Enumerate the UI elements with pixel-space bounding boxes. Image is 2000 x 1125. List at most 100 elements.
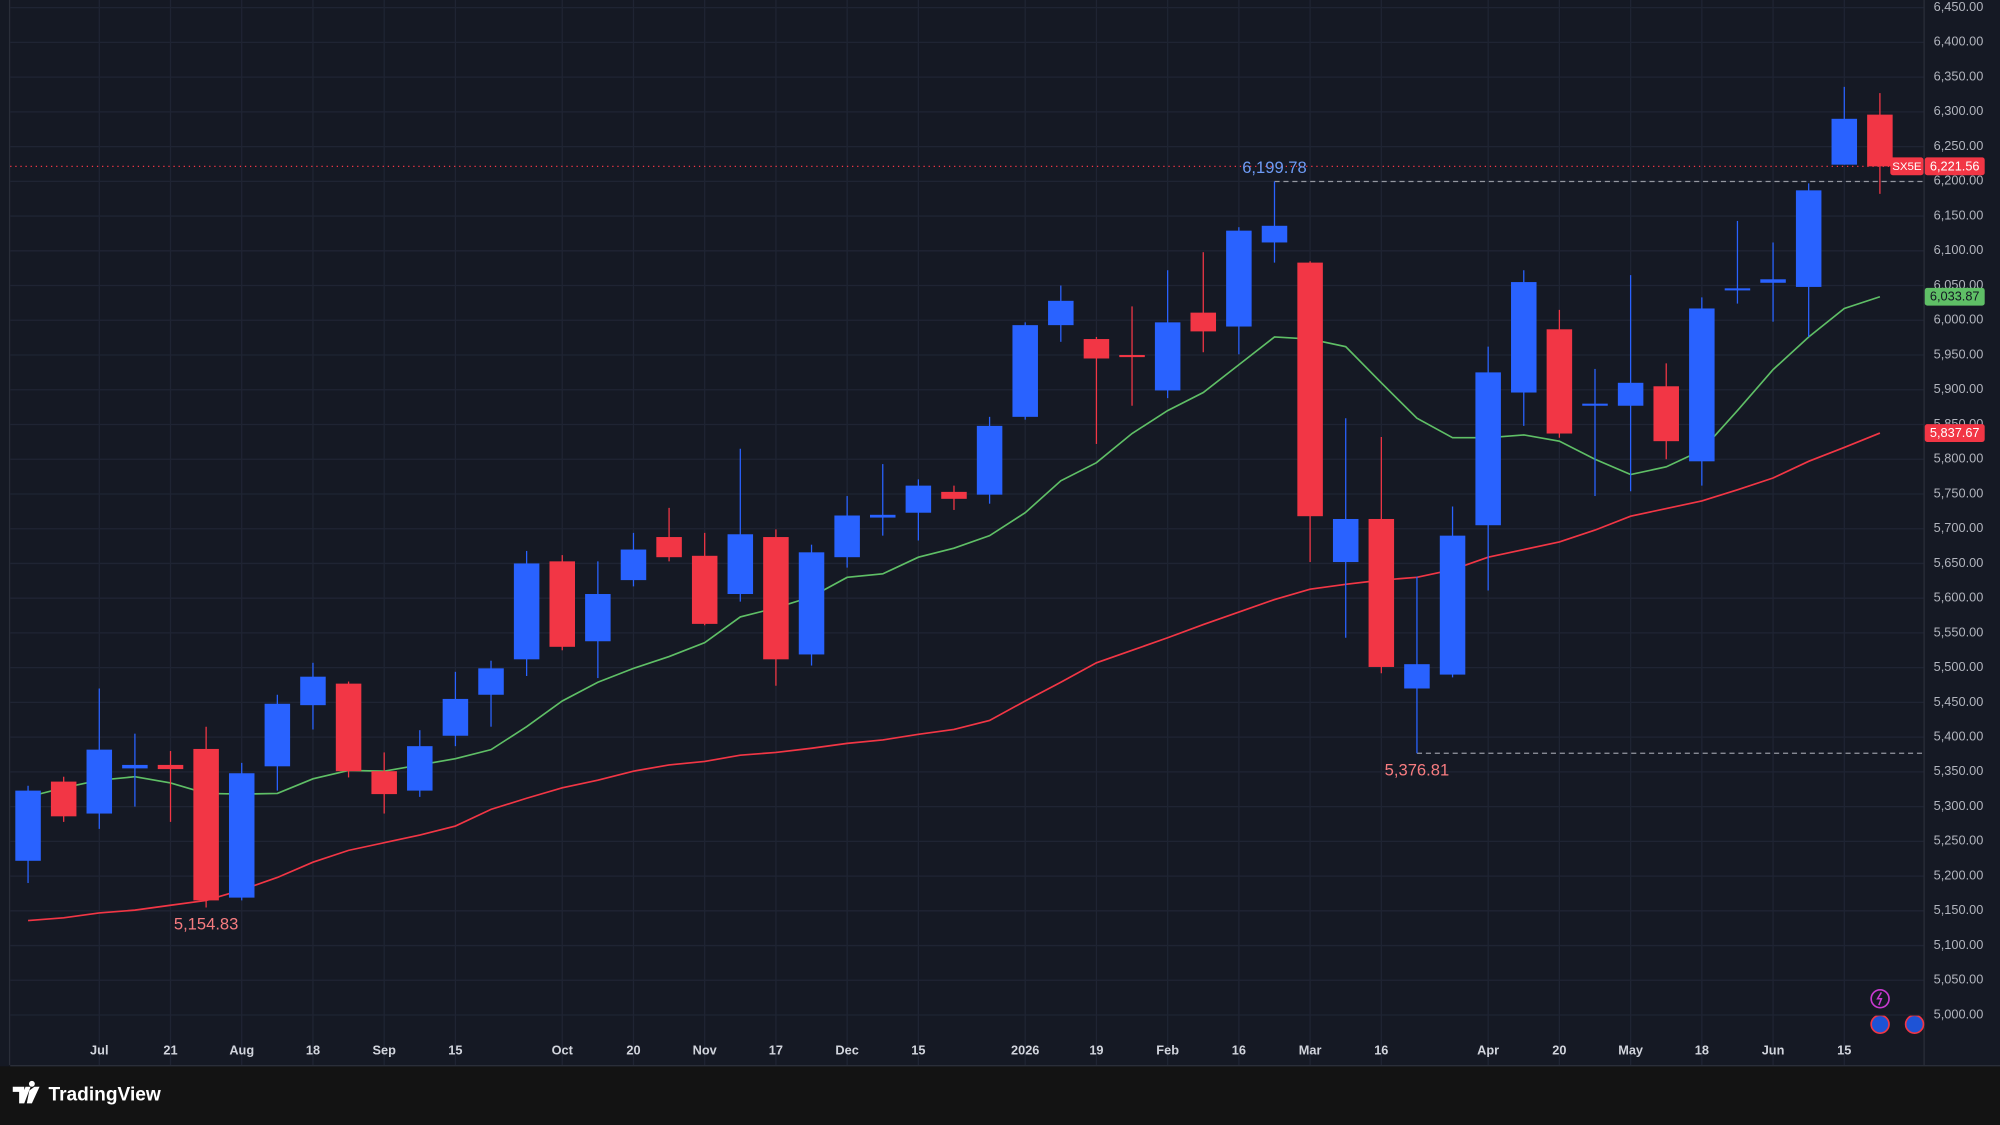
- price-tag: [1924, 287, 1985, 306]
- candle-body: [585, 594, 611, 642]
- candle-body: [620, 549, 647, 581]
- candle-body: [1083, 339, 1110, 359]
- y-tick-label: 6,300.00: [1934, 103, 1984, 118]
- candle-body: [1760, 279, 1786, 283]
- candle-body: [1048, 300, 1074, 326]
- symbol-label: SX5E: [1892, 161, 1922, 173]
- candle-body: [976, 425, 1003, 495]
- y-tick-label: 5,700.00: [1934, 520, 1984, 535]
- y-tick-label: 5,400.00: [1934, 729, 1984, 744]
- x-tick-label: Oct: [552, 1042, 574, 1057]
- grid: [10, 0, 1924, 1066]
- y-tick-label: 6,250.00: [1934, 138, 1984, 153]
- ma-line: [27, 432, 1881, 922]
- candle-body: [1012, 325, 1038, 417]
- x-tick-label: 2026: [1011, 1042, 1039, 1057]
- y-tick-label: 5,000.00: [1934, 1006, 1984, 1021]
- candle-body: [1368, 518, 1395, 667]
- x-tick-label: 21: [163, 1042, 177, 1057]
- price-tag-label: 6,221.56: [1930, 158, 1980, 173]
- candle-body: [1867, 114, 1893, 167]
- candle-body: [15, 790, 41, 861]
- price-tag: [1924, 424, 1985, 442]
- x-tick-label: Jul: [90, 1042, 108, 1057]
- price-tag-label: 5,837.67: [1930, 425, 1980, 440]
- x-tick-label: Mar: [1299, 1042, 1322, 1057]
- x-tick-label: 17: [769, 1042, 783, 1057]
- candle-body: [1653, 386, 1679, 442]
- candle-body: [1404, 664, 1430, 689]
- candle-body: [656, 537, 682, 558]
- candle-body: [1582, 403, 1608, 406]
- candle-body: [264, 703, 291, 767]
- x-tick-label: 15: [448, 1042, 462, 1057]
- x-tick-label: Aug: [229, 1042, 254, 1057]
- footer-bar: [0, 1066, 2000, 1125]
- candle-body: [1154, 322, 1181, 391]
- y-tick-label: 5,350.00: [1934, 763, 1984, 778]
- candle-body: [1226, 230, 1252, 327]
- candle-body: [941, 491, 967, 499]
- y-tick-label: 5,800.00: [1934, 451, 1984, 466]
- y-tick-label: 5,500.00: [1934, 659, 1984, 674]
- y-tick-label: 6,100.00: [1934, 242, 1984, 257]
- candle-body: [1297, 262, 1323, 517]
- candle-body: [1689, 308, 1715, 462]
- candle-body: [300, 676, 326, 706]
- y-tick-label: 5,050.00: [1934, 972, 1984, 987]
- candle-body: [193, 748, 219, 901]
- x-tick-label: Jun: [1762, 1042, 1785, 1057]
- candle-body: [1332, 518, 1359, 563]
- candle-body: [1831, 118, 1858, 165]
- x-tick-label: Sep: [372, 1042, 396, 1057]
- x-tick-label: 16: [1374, 1042, 1388, 1057]
- x-tick-label: Feb: [1156, 1042, 1179, 1057]
- y-tick-label: 5,250.00: [1934, 833, 1984, 848]
- y-tick-label: 5,450.00: [1934, 694, 1984, 709]
- candle-body: [834, 515, 860, 558]
- y-tick-label: 5,650.00: [1934, 555, 1984, 570]
- x-tick-label: 15: [1837, 1042, 1851, 1057]
- candle-body: [1119, 355, 1145, 358]
- y-tick-label: 6,350.00: [1934, 68, 1984, 83]
- y-tick-label: 5,900.00: [1934, 381, 1984, 396]
- y-tick-label: 5,300.00: [1934, 798, 1984, 813]
- candle-body: [1795, 190, 1822, 287]
- candle-body: [122, 764, 148, 769]
- y-tick-label: 5,600.00: [1934, 590, 1984, 605]
- x-tick-label: 15: [911, 1042, 925, 1057]
- branding: TradingView: [48, 1085, 160, 1106]
- x-tick-label: Nov: [693, 1042, 718, 1057]
- y-tick-label: 5,950.00: [1934, 346, 1984, 361]
- x-tick-label: 20: [626, 1042, 640, 1057]
- x-tick-label: 19: [1089, 1042, 1103, 1057]
- candle-body: [513, 563, 540, 660]
- candle-body: [763, 537, 789, 660]
- candle-body: [1617, 382, 1644, 406]
- candle-body: [1511, 282, 1537, 393]
- symbol-tag: [1890, 157, 1924, 176]
- candle-body: [727, 534, 754, 595]
- y-tick-label: 5,100.00: [1934, 937, 1984, 952]
- price-tag: [1924, 157, 1985, 176]
- annotation-label: 5,154.83: [174, 915, 239, 934]
- candle-body: [1439, 535, 1466, 675]
- candle-body: [335, 683, 362, 772]
- y-tick-label: 5,550.00: [1934, 624, 1984, 639]
- x-tick-label: Dec: [835, 1042, 858, 1057]
- candle-body: [50, 781, 77, 817]
- candle-body: [407, 746, 433, 791]
- x-tick-label: 18: [1695, 1042, 1709, 1057]
- candle-body: [1190, 312, 1217, 332]
- candle-body: [86, 749, 113, 814]
- y-tick-label: 6,000.00: [1934, 312, 1984, 327]
- y-tick-label: 5,150.00: [1934, 902, 1984, 917]
- y-tick-label: 6,150.00: [1934, 207, 1984, 222]
- y-tick-label: 6,450.00: [1934, 0, 1984, 14]
- annotation-label: 5,376.81: [1385, 760, 1450, 779]
- x-tick-label: May: [1618, 1042, 1644, 1057]
- candle-body: [228, 773, 255, 898]
- y-tick-label: 6,200.00: [1934, 173, 1984, 188]
- candle-body: [1724, 288, 1751, 291]
